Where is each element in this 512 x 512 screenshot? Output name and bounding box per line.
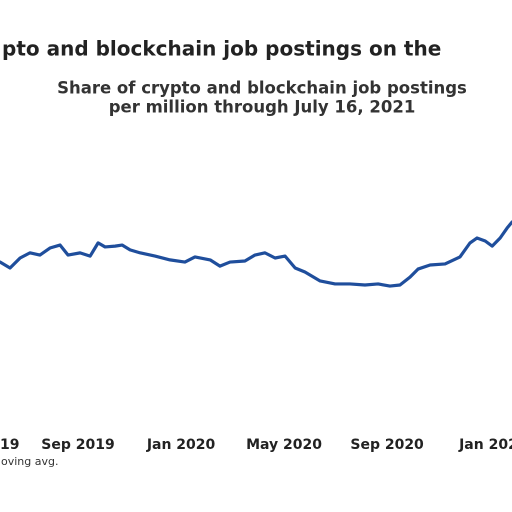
- data-line: [0, 220, 512, 288]
- x-tick-label: Jan 2020: [146, 437, 216, 453]
- x-tick-label: Jan 202: [458, 437, 512, 453]
- x-tick-label: Sep 2019: [41, 437, 114, 453]
- footnote: oving avg.: [1, 455, 58, 468]
- x-tick-label: Sep 2020: [350, 437, 424, 453]
- x-tick-label: 19: [0, 437, 19, 453]
- x-tick-label: May 2020: [246, 437, 322, 453]
- chart-title: pto and blockchain job postings on the: [2, 37, 441, 61]
- chart-subtitle: Share of crypto and blockchain job posti…: [57, 79, 467, 98]
- chart-subtitle: per million through July 16, 2021: [109, 98, 416, 117]
